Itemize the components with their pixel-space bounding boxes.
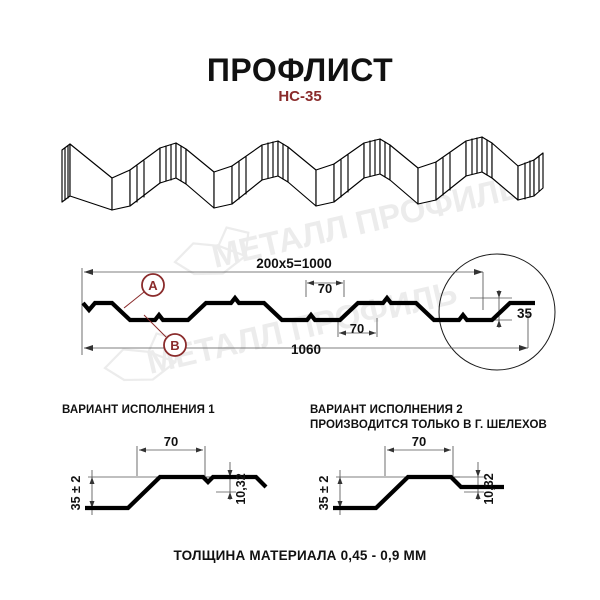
dim-bottom-flange: 70 (350, 321, 364, 336)
variant-1-profile-outline (85, 474, 268, 511)
callout-b-label: B (170, 338, 179, 353)
callout-b: B (143, 314, 187, 357)
dim-total-width: 1060 (291, 342, 321, 357)
variant-2-profile-outline (333, 474, 504, 511)
variant-2-dim-width: 70 (412, 434, 426, 449)
detail-circle (438, 253, 556, 371)
variant-1-caption-line1: ВАРИАНТ ИСПОЛНЕНИЯ 1 (62, 404, 215, 416)
variant-1-arrowheads (89, 447, 233, 508)
callout-a-circle (141, 273, 165, 297)
dim-overall-pitch: 200x5=1000 (256, 256, 331, 271)
variant-1-dim-thickness: 10,32 (234, 473, 248, 504)
dim-profile-height: 35 (517, 306, 533, 321)
variant-2-caption-line2: ПРОИЗВОДИТСЯ ТОЛЬКО В Г. ШЕЛЕХОВ (310, 419, 547, 431)
variant-2-caption: ВАРИАНТ ИСПОЛНЕНИЯ 2 ПРОИЗВОДИТСЯ ТОЛЬКО… (310, 403, 547, 433)
watermark-logo-mark-top (173, 226, 250, 276)
dimension-arrowheads (84, 269, 528, 351)
variant-2-dimension-lines (336, 446, 484, 515)
variant-2-dim-height: 35 ± 2 (317, 476, 331, 511)
dim-top-flange: 70 (318, 281, 332, 296)
variant-2-caption-line1: ВАРИАНТ ИСПОЛНЕНИЯ 2 (310, 404, 463, 416)
page-subtitle: НС-35 (278, 88, 322, 105)
page-title: ПРОФЛИСТ (206, 52, 394, 88)
variant-2-arrowheads (337, 447, 481, 508)
callout-b-circle (163, 333, 187, 357)
variant-1-dim-width: 70 (164, 434, 178, 449)
callout-a: A (123, 273, 165, 309)
material-thickness-note: ТОЛЩИНА МАТЕРИАЛА 0,45 - 0,9 ММ (173, 548, 427, 563)
callout-a-label: A (148, 278, 158, 293)
variant-1-caption: ВАРИАНТ ИСПОЛНЕНИЯ 1 (62, 403, 215, 418)
variant-2-dim-thickness: 10,32 (482, 473, 496, 504)
profile-section-outline (81, 294, 535, 323)
variant-1-dim-height: 35 ± 2 (69, 476, 83, 511)
